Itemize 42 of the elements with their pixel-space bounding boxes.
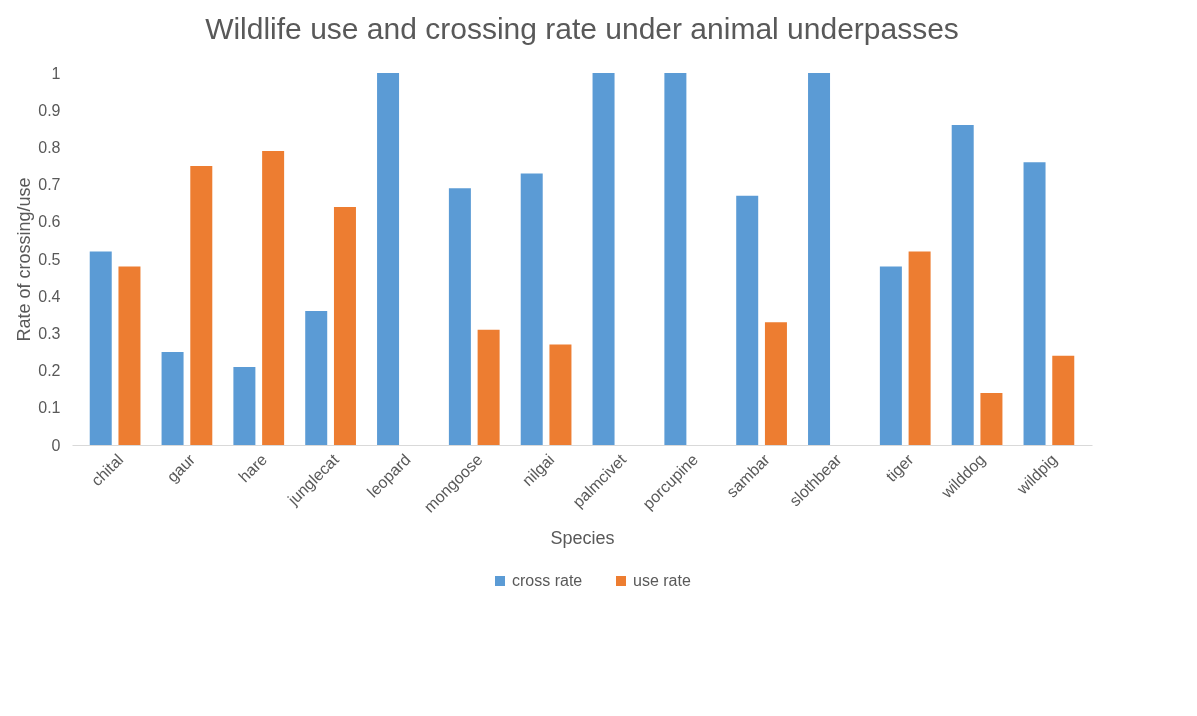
bar (764, 322, 787, 445)
y-tick-label: 1 (51, 64, 61, 82)
bar (190, 166, 213, 445)
bar (333, 206, 356, 445)
y-tick-label: 0.5 (38, 250, 61, 268)
bar (1023, 162, 1046, 445)
y-tick-label: 0.4 (38, 287, 61, 305)
legend-label: cross rate (512, 572, 583, 589)
bar (736, 195, 759, 445)
bar (951, 125, 974, 445)
x-axis-title: Species (550, 527, 615, 548)
bar (980, 392, 1003, 445)
chart-title: Wildlife use and crossing rate under animal underpasses (205, 12, 959, 45)
legend-label: use rate (633, 572, 691, 589)
bar (305, 311, 328, 445)
y-tick-label: 0.9 (38, 101, 61, 119)
bar (262, 151, 285, 445)
bar (592, 73, 615, 445)
x-tick-label: tiger (882, 450, 918, 485)
bar (161, 352, 184, 445)
bar (520, 173, 543, 445)
bar (808, 73, 831, 445)
y-tick-label: 0.7 (38, 176, 61, 194)
y-tick-label: 0.3 (38, 324, 61, 342)
y-tick-label: 0.1 (38, 399, 61, 417)
bar (233, 366, 256, 445)
bar (549, 344, 572, 445)
bar (664, 73, 687, 445)
y-tick-label: 0.8 (38, 138, 61, 156)
bar (908, 251, 931, 445)
y-tick-label: 0.6 (38, 213, 61, 231)
bar (879, 266, 902, 445)
bar (118, 266, 141, 445)
bar (377, 73, 400, 445)
bar (477, 329, 500, 445)
x-tick-label: hare (235, 450, 271, 486)
y-tick-label: 0.2 (38, 362, 61, 380)
y-axis-title: Rate of crossing/use (14, 177, 35, 342)
bar (89, 251, 112, 445)
bar (1052, 355, 1075, 445)
y-tick-label: 0 (51, 436, 61, 454)
bar (448, 188, 471, 445)
